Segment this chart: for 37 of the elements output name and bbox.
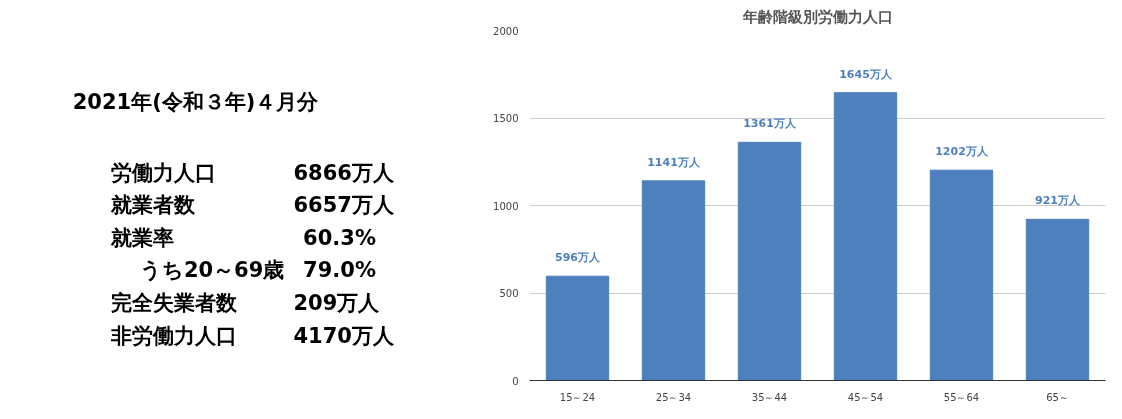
text: 4170万人 xyxy=(293,323,395,348)
text: 6657万人 xyxy=(293,193,395,218)
bar xyxy=(545,275,610,381)
data-label: 1141万人 xyxy=(647,155,701,169)
text: 2021年(令和３年)４月分 xyxy=(72,89,320,114)
data-label: 1202万人 xyxy=(935,145,989,159)
data-label: 1361万人 xyxy=(743,117,797,131)
text: 非労働力人口 xyxy=(110,323,238,348)
x-tick-label: 55～64 xyxy=(943,391,980,403)
bar xyxy=(833,92,898,381)
text: 就業者数 xyxy=(110,193,197,218)
data-label: 921万人 xyxy=(1035,194,1081,208)
x-tick-label: 45～54 xyxy=(847,391,884,403)
chart-title: 年齢階級別労働力人口 xyxy=(741,7,893,26)
text: 209万人 xyxy=(293,291,381,316)
x-tick-label: 25～34 xyxy=(655,391,692,403)
x-tick-label: 35～44 xyxy=(751,391,788,403)
y-tick-label: 0 xyxy=(512,375,519,387)
x-tick-label: 65～ xyxy=(1046,391,1069,403)
y-tick-label: 1000 xyxy=(493,200,519,212)
text: 就業率 xyxy=(110,225,175,250)
y-tick-label: 500 xyxy=(499,288,519,299)
bar xyxy=(929,169,994,381)
text: 労働力人口 xyxy=(111,160,217,185)
y-tick-label: 2000 xyxy=(493,25,519,37)
text: 完全失業者数 xyxy=(111,291,239,316)
data-label: 596万人 xyxy=(555,251,601,265)
data-label: 1645万人 xyxy=(839,67,893,81)
bar xyxy=(641,180,706,381)
bar xyxy=(737,141,802,381)
text: 6866万人 xyxy=(293,160,395,185)
text: 79.0% xyxy=(303,258,376,283)
text: うち20～69歳 xyxy=(139,258,285,283)
bar xyxy=(1025,218,1090,381)
text: 60.3% xyxy=(303,225,376,250)
y-tick-label: 1500 xyxy=(493,113,519,124)
x-tick-label: 15～24 xyxy=(559,391,596,403)
